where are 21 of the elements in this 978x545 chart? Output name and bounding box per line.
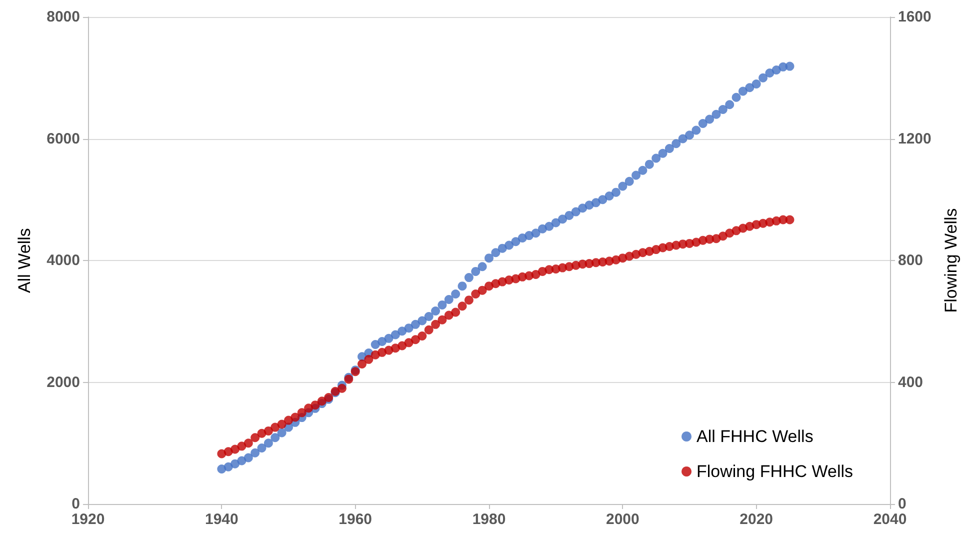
y2-tick-label: 1600 bbox=[898, 8, 932, 26]
legend-label: All FHHC Wells bbox=[696, 427, 814, 446]
y-tick-label: 4000 bbox=[46, 252, 80, 269]
y2-axis-title: Flowing Wells bbox=[941, 208, 960, 313]
x-tick-label: 2020 bbox=[740, 511, 774, 528]
y-axis-title: All Wells bbox=[15, 228, 34, 293]
x-tick-label: 1980 bbox=[472, 511, 506, 528]
x-tick-label: 1920 bbox=[71, 511, 105, 528]
x-tick-label: 2000 bbox=[606, 511, 640, 528]
y-tick-label: 0 bbox=[72, 496, 80, 512]
y2-tick-label: 0 bbox=[898, 496, 906, 512]
y-tick-label: 6000 bbox=[46, 130, 80, 148]
y-tick-label: 2000 bbox=[46, 374, 80, 391]
x-tick-label: 2040 bbox=[873, 511, 907, 528]
y-tick-label: 8000 bbox=[46, 8, 80, 26]
x-tick-label: 1960 bbox=[338, 511, 372, 528]
x-tick-label: 1940 bbox=[204, 511, 238, 528]
y2-tick-label: 1200 bbox=[898, 130, 932, 148]
y2-tick-label: 400 bbox=[898, 374, 924, 391]
y2-tick-label: 800 bbox=[898, 252, 924, 269]
legend-label: Flowing FHHC Wells bbox=[696, 462, 854, 481]
